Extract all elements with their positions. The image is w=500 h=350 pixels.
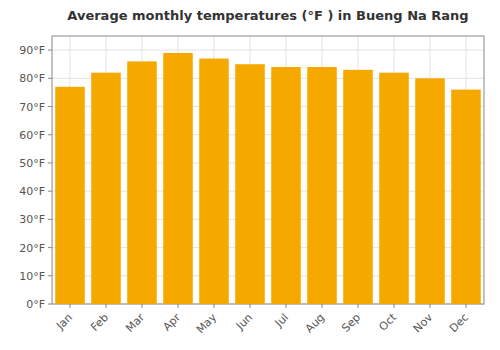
y-tick: [48, 304, 52, 305]
x-tick-label: Feb: [88, 311, 111, 334]
plot-frame: [52, 36, 484, 304]
bar: [163, 53, 193, 304]
bar: [199, 59, 229, 304]
x-tick-label: Jan: [53, 311, 75, 333]
y-tick: [48, 50, 52, 51]
y-tick: [48, 78, 52, 79]
y-tick: [48, 247, 52, 248]
x-tick: [430, 304, 431, 308]
x-tick: [178, 304, 179, 308]
chart-svg: Average monthly temperatures (°F ) in Bu…: [0, 0, 500, 350]
bar: [235, 64, 265, 304]
y-tick: [48, 134, 52, 135]
bars: [55, 53, 481, 304]
bar: [379, 73, 409, 304]
x-tick: [106, 304, 107, 308]
bar: [307, 67, 337, 304]
y-tick-label: 50°F: [19, 157, 45, 170]
x-tick: [466, 304, 467, 308]
chart-container: Average monthly temperatures (°F ) in Bu…: [0, 0, 500, 350]
x-tick-label: May: [194, 311, 220, 337]
bar: [415, 78, 445, 304]
x-tick: [214, 304, 215, 308]
y-tick: [48, 106, 52, 107]
y-tick-label: 40°F: [19, 185, 45, 198]
grid: [52, 36, 484, 304]
y-tick-label: 10°F: [19, 270, 45, 283]
x-tick-label: Jul: [272, 311, 291, 330]
x-tick-label: Jun: [233, 311, 255, 333]
y-tick: [48, 275, 52, 276]
bar: [55, 87, 85, 304]
x-tick-label: Nov: [411, 311, 436, 336]
x-tick-label: Oct: [376, 310, 399, 333]
x-tick: [70, 304, 71, 308]
x-tick: [358, 304, 359, 308]
y-tick-label: 80°F: [19, 72, 45, 85]
y-tick-label: 20°F: [19, 242, 45, 255]
bar: [271, 67, 301, 304]
chart-title: Average monthly temperatures (°F ) in Bu…: [67, 8, 468, 23]
axes: 0°F 10°F 20°F 30°F 40°F 50°F 60°F 70°F 80°F 90°F J…: [19, 36, 484, 336]
bar: [127, 61, 157, 304]
y-grid-line: [52, 50, 484, 51]
x-tick-label: Apr: [160, 311, 183, 334]
bar: [343, 70, 373, 304]
x-tick: [250, 304, 251, 308]
x-tick: [394, 304, 395, 308]
y-tick-label: 90°F: [19, 44, 45, 57]
x-tick-label: Mar: [123, 311, 147, 335]
y-tick: [48, 219, 52, 220]
bar: [91, 73, 121, 304]
y-tick: [48, 191, 52, 192]
x-tick-label: Sep: [339, 311, 363, 335]
y-tick-label: 0°F: [26, 298, 45, 311]
x-tick-label: Dec: [447, 311, 471, 335]
x-tick: [142, 304, 143, 308]
x-tick-label: Aug: [303, 311, 327, 335]
y-tick-label: 70°F: [19, 101, 45, 114]
bar: [451, 90, 481, 304]
x-tick: [286, 304, 287, 308]
y-tick-label: 30°F: [19, 213, 45, 226]
y-tick: [48, 162, 52, 163]
y-tick-label: 60°F: [19, 129, 45, 142]
x-tick: [322, 304, 323, 308]
